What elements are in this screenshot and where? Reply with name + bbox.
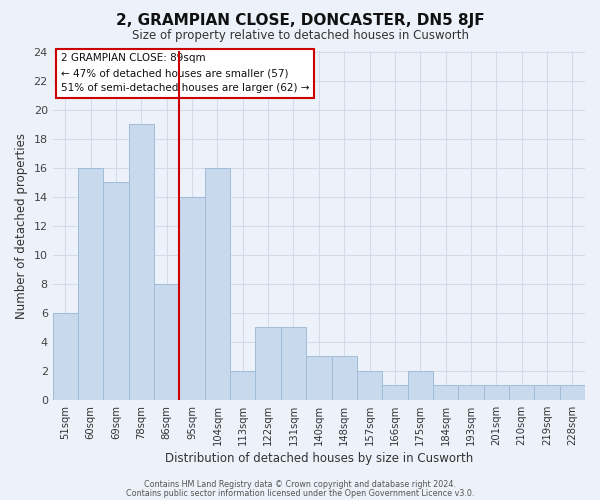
Y-axis label: Number of detached properties: Number of detached properties — [15, 132, 28, 318]
Bar — [179, 196, 205, 400]
Bar — [382, 386, 407, 400]
Bar — [205, 168, 230, 400]
Bar — [535, 386, 560, 400]
Bar — [433, 386, 458, 400]
Bar — [78, 168, 103, 400]
Bar — [103, 182, 129, 400]
Text: Contains public sector information licensed under the Open Government Licence v3: Contains public sector information licen… — [126, 488, 474, 498]
Bar — [230, 371, 256, 400]
Bar — [281, 328, 306, 400]
Text: Size of property relative to detached houses in Cusworth: Size of property relative to detached ho… — [131, 29, 469, 42]
X-axis label: Distribution of detached houses by size in Cusworth: Distribution of detached houses by size … — [165, 452, 473, 465]
Bar — [129, 124, 154, 400]
Text: Contains HM Land Registry data © Crown copyright and database right 2024.: Contains HM Land Registry data © Crown c… — [144, 480, 456, 489]
Bar — [306, 356, 332, 400]
Bar — [53, 312, 78, 400]
Text: 2 GRAMPIAN CLOSE: 89sqm
← 47% of detached houses are smaller (57)
51% of semi-de: 2 GRAMPIAN CLOSE: 89sqm ← 47% of detache… — [61, 53, 309, 93]
Bar — [407, 371, 433, 400]
Bar — [154, 284, 179, 400]
Bar — [256, 328, 281, 400]
Bar — [509, 386, 535, 400]
Bar — [458, 386, 484, 400]
Bar — [560, 386, 585, 400]
Bar — [357, 371, 382, 400]
Bar — [332, 356, 357, 400]
Bar — [484, 386, 509, 400]
Text: 2, GRAMPIAN CLOSE, DONCASTER, DN5 8JF: 2, GRAMPIAN CLOSE, DONCASTER, DN5 8JF — [116, 12, 484, 28]
